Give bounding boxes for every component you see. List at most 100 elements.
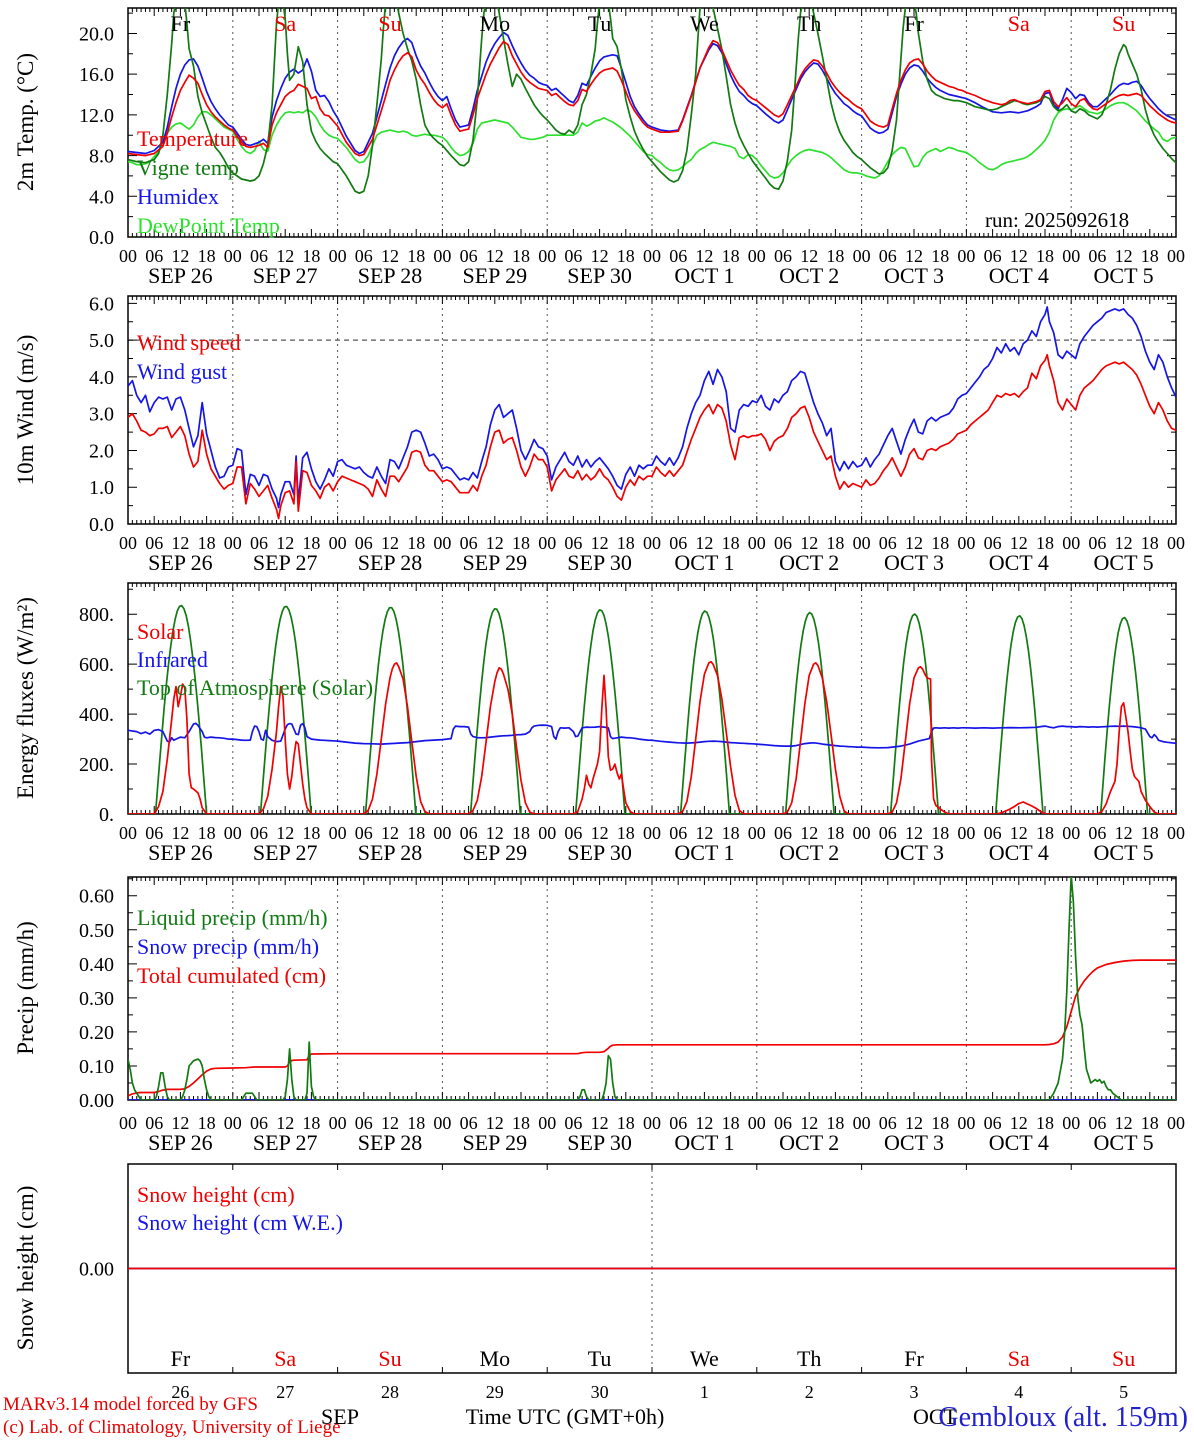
month-label-sep: SEP xyxy=(321,1404,359,1429)
legend-item: Top of Atmosphere (Solar) xyxy=(137,675,373,700)
hour-tick-label: 00 xyxy=(119,533,137,553)
hour-tick-label: 06 xyxy=(669,533,687,553)
hour-tick-label: 18 xyxy=(1141,1113,1159,1133)
series-Solar xyxy=(128,660,1176,814)
hour-tick-label: 00 xyxy=(433,823,451,843)
hour-tick-label: 00 xyxy=(643,823,661,843)
y-tick-label: 0.10 xyxy=(79,1056,114,1078)
hour-tick-label: 12 xyxy=(800,1113,818,1133)
hour-tick-label: 00 xyxy=(329,1113,347,1133)
hour-tick-label: 12 xyxy=(905,533,923,553)
hour-tick-label: 18 xyxy=(1036,1113,1054,1133)
model-run-label: run: 2025092618 xyxy=(985,208,1130,232)
y-tick-label: 400. xyxy=(79,704,114,726)
hour-tick-label: 18 xyxy=(512,1113,530,1133)
hour-tick-label: 06 xyxy=(564,823,582,843)
hour-tick-label: 06 xyxy=(1088,823,1106,843)
legend-item: Vigne temp xyxy=(137,155,239,180)
date-label: SEP 29 xyxy=(463,1130,528,1155)
hour-tick-label: 00 xyxy=(957,533,975,553)
hour-tick-label: 12 xyxy=(486,533,504,553)
y-tick-label: 0.0 xyxy=(89,514,114,536)
hour-tick-label: 00 xyxy=(853,533,871,553)
hour-tick-label: 18 xyxy=(407,246,425,266)
date-label: OCT 5 xyxy=(1094,1130,1154,1155)
hour-tick-label: 06 xyxy=(460,1113,478,1133)
weekday-label: Tu xyxy=(588,1346,612,1371)
hour-tick-label: 06 xyxy=(145,246,163,266)
date-label: OCT 5 xyxy=(1094,550,1154,575)
time-axis-label: Time UTC (GMT+0h) xyxy=(465,1404,665,1429)
series-Top of Atmosphere (Solar) xyxy=(128,604,1176,814)
y-axis-title-snow: Snow height (cm) xyxy=(13,1185,38,1351)
hour-tick-label: 18 xyxy=(931,533,949,553)
hour-tick-label: 18 xyxy=(302,533,320,553)
weekday-label: Fr xyxy=(904,1346,924,1371)
credit-lab-line: (c) Lab. of Climatology, University of L… xyxy=(3,1417,341,1438)
date-label: OCT 2 xyxy=(779,263,839,288)
series-Total cumulated (cm) xyxy=(128,959,1176,1097)
date-number-label: 2 xyxy=(805,1382,814,1402)
hour-tick-label: 18 xyxy=(302,246,320,266)
legend-item: Wind gust xyxy=(137,359,227,384)
date-number-label: 29 xyxy=(486,1382,504,1402)
hour-tick-label: 18 xyxy=(407,1113,425,1133)
hour-tick-label: 18 xyxy=(617,533,635,553)
legend-item: Solar xyxy=(137,619,184,644)
date-label: OCT 1 xyxy=(674,1130,734,1155)
date-label: SEP 28 xyxy=(358,840,423,865)
hour-tick-label: 06 xyxy=(879,246,897,266)
date-label: OCT 5 xyxy=(1094,840,1154,865)
hour-tick-label: 06 xyxy=(879,533,897,553)
y-tick-label: 8.0 xyxy=(89,146,114,168)
hour-tick-label: 00 xyxy=(1062,1113,1080,1133)
weekday-label: Th xyxy=(797,11,821,36)
date-label: OCT 2 xyxy=(779,550,839,575)
hour-tick-label: 00 xyxy=(119,246,137,266)
y-axis-title-wind: 10m Wind (m/s) xyxy=(13,334,38,486)
date-label: OCT 2 xyxy=(779,1130,839,1155)
hour-tick-label: 06 xyxy=(355,533,373,553)
hour-tick-label: 00 xyxy=(224,246,242,266)
hour-tick-label: 12 xyxy=(1115,533,1133,553)
date-label: SEP 30 xyxy=(567,1130,632,1155)
hour-tick-label: 06 xyxy=(669,1113,687,1133)
hour-tick-label: 12 xyxy=(171,533,189,553)
hour-tick-label: 00 xyxy=(538,246,556,266)
hour-tick-label: 18 xyxy=(722,533,740,553)
hour-tick-label: 18 xyxy=(198,1113,216,1133)
date-label: OCT 1 xyxy=(674,263,734,288)
legend-item: Snow height (cm W.E.) xyxy=(137,1210,343,1235)
hour-tick-label: 12 xyxy=(695,823,713,843)
date-label: OCT 4 xyxy=(989,550,1049,575)
date-label: OCT 3 xyxy=(884,263,944,288)
weekday-label: Tu xyxy=(588,11,612,36)
hour-tick-label: 00 xyxy=(957,246,975,266)
date-label: SEP 30 xyxy=(567,550,632,575)
weekday-label: Mo xyxy=(480,1346,511,1371)
y-tick-label: 6.0 xyxy=(89,293,114,315)
hour-tick-label: 06 xyxy=(984,533,1002,553)
hour-tick-label: 12 xyxy=(591,1113,609,1133)
hour-tick-label: 18 xyxy=(512,533,530,553)
hour-tick-label: 12 xyxy=(276,246,294,266)
y-tick-label: 0.00 xyxy=(79,1259,114,1281)
hour-tick-label: 06 xyxy=(669,246,687,266)
series-Wind speed xyxy=(128,353,1176,520)
hour-tick-label: 12 xyxy=(171,1113,189,1133)
y-tick-label: 4.0 xyxy=(89,367,114,389)
hour-tick-label: 12 xyxy=(171,246,189,266)
date-label: SEP 26 xyxy=(148,263,213,288)
weekday-label: Su xyxy=(378,11,401,36)
hour-tick-label: 18 xyxy=(407,823,425,843)
hour-tick-label: 00 xyxy=(538,533,556,553)
legend-item: Infrared xyxy=(137,647,208,672)
hour-tick-label: 18 xyxy=(1036,823,1054,843)
date-number-label: 26 xyxy=(171,1382,189,1402)
hour-tick-label: 06 xyxy=(1088,1113,1106,1133)
hour-tick-label: 00 xyxy=(433,533,451,553)
date-number-label: 4 xyxy=(1014,1382,1023,1402)
weekday-label: We xyxy=(690,1346,719,1371)
hour-tick-label: 06 xyxy=(984,1113,1002,1133)
legend-item: Snow precip (mm/h) xyxy=(137,934,319,959)
